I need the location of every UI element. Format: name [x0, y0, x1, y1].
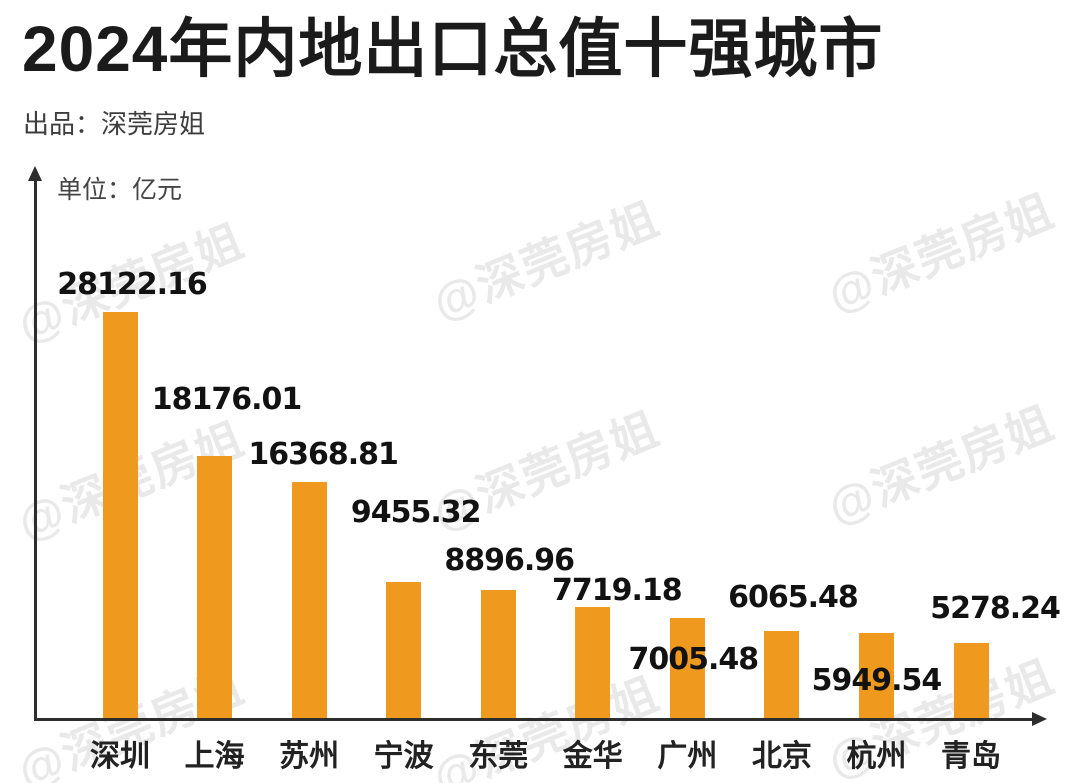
bar-category-label: 苏州 — [279, 740, 340, 773]
bar-category-label: 宁波 — [373, 740, 434, 773]
bar-value-label: 7005.48 — [628, 642, 760, 677]
bar — [291, 482, 327, 719]
watermark-text: @深莞房姐 — [425, 191, 667, 330]
bar-value-label: 6065.48 — [728, 580, 859, 615]
bar — [669, 618, 705, 719]
bar — [480, 590, 516, 719]
bar-category-label: 北京 — [751, 740, 812, 773]
bar-category-label: 广州 — [657, 740, 718, 773]
bar-value-label: 28122.16 — [57, 267, 208, 302]
bar — [764, 631, 800, 719]
bar — [953, 643, 989, 719]
x-axis-arrow-icon — [1032, 712, 1047, 726]
bar-value-label: 7719.18 — [551, 573, 683, 608]
bar-value-label: 5949.54 — [811, 663, 943, 698]
bar-value-label: 9455.32 — [350, 495, 482, 530]
source-credit: 出品：深莞房姐 — [23, 109, 206, 139]
bar-value-label: 18176.01 — [151, 382, 303, 417]
bar-category-label: 深圳 — [90, 740, 150, 773]
y-axis-arrow-icon — [28, 166, 42, 181]
bar — [102, 312, 138, 719]
bar-category-label: 杭州 — [846, 740, 907, 773]
x-axis — [34, 718, 1034, 721]
bar — [575, 607, 611, 719]
bar — [386, 582, 422, 719]
page-title: 2024年内地出口总值十强城市 — [22, 13, 884, 85]
y-axis — [34, 180, 37, 720]
bar-category-label: 青岛 — [941, 740, 1002, 773]
bar-value-label: 5278.24 — [930, 591, 1061, 626]
bar-category-label: 金华 — [562, 740, 623, 773]
unit-label: 单位：亿元 — [57, 176, 183, 204]
bar — [858, 633, 894, 719]
bar — [197, 456, 233, 719]
watermark-text: @深莞房姐 — [820, 395, 1062, 534]
bar-value-label: 16368.81 — [248, 437, 399, 472]
bar-category-label: 东莞 — [468, 740, 529, 773]
bar-category-label: 上海 — [184, 740, 245, 773]
watermark-text: @深莞房姐 — [820, 183, 1062, 322]
bar-value-label: 8896.96 — [444, 543, 575, 578]
